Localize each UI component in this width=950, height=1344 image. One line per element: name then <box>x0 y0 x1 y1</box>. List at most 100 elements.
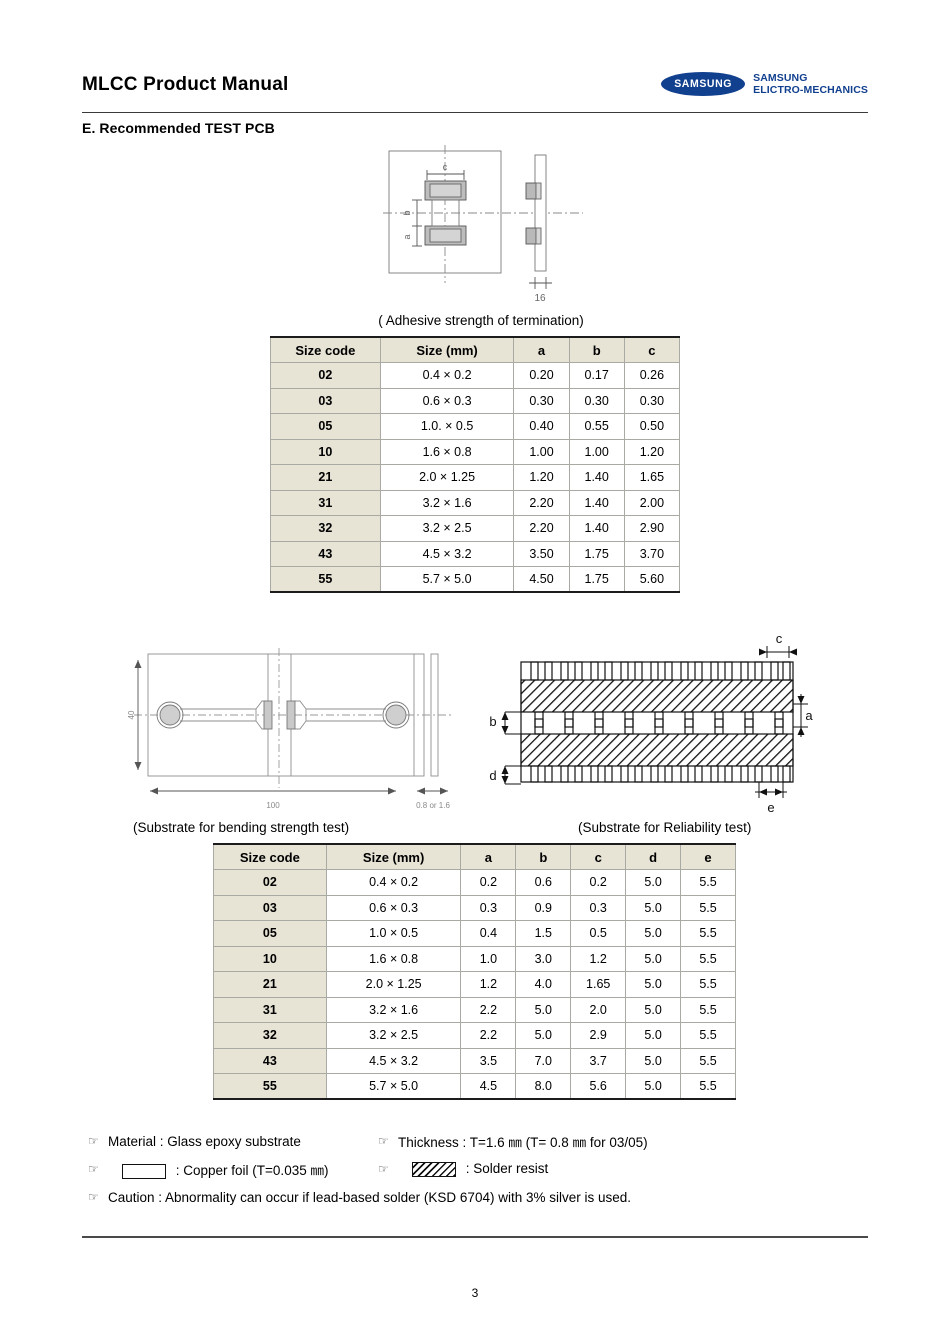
figure-bending-strength-substrate: 40 100 0.8 or 1.6 <box>127 648 458 813</box>
table1-caption-wrap: ( Adhesive strength of termination) <box>0 313 950 328</box>
cell-e: 5.5 <box>680 920 736 947</box>
note-copper-foil: : Copper foil (T=0.035 ㎜) <box>108 1159 378 1179</box>
cell-d: 5.0 <box>625 1022 682 1049</box>
table1-col-size-code: Size code <box>270 336 381 363</box>
cell-size-code: 32 <box>270 515 381 542</box>
cell-a: 3.5 <box>460 1047 517 1074</box>
table2-col-size-code: Size code <box>213 843 327 870</box>
cell-b: 1.75 <box>568 566 625 593</box>
cell-size-mm: 1.6 × 0.8 <box>379 438 515 465</box>
cell-b: 5.0 <box>515 1022 572 1049</box>
table-row: 32 3.2 × 2.5 2.2 5.0 2.9 5.0 5.5 <box>213 1022 736 1049</box>
figure3-caption: (Substrate for Reliability test) <box>578 820 752 835</box>
cell-c: 2.9 <box>570 1022 627 1049</box>
cell-size-code: 31 <box>213 996 327 1023</box>
cell-a: 4.50 <box>513 566 570 593</box>
cell-size-code: 03 <box>270 387 381 414</box>
cell-size-code: 31 <box>270 489 381 516</box>
pointing-hand-icon: ☞ <box>378 1134 389 1148</box>
figure2-caption: (Substrate for bending strength test) <box>133 820 350 835</box>
cell-c: 3.7 <box>570 1047 627 1074</box>
figure3-label-c: c <box>776 632 783 646</box>
cell-e: 5.5 <box>680 945 736 972</box>
cell-b: 1.00 <box>568 438 625 465</box>
cell-a: 2.20 <box>513 489 570 516</box>
cell-size-code: 03 <box>213 894 327 921</box>
footnotes: ☞ Material : Glass epoxy substrate ☞ Thi… <box>88 1127 868 1211</box>
cell-a: 0.2 <box>460 869 517 896</box>
table-row: 43 4.5 × 3.2 3.5 7.0 3.7 5.0 5.5 <box>213 1047 736 1074</box>
table2-col-b: b <box>515 843 572 870</box>
samsung-logo-wordmark: SAMSUNG ELICTRO-MECHANICS <box>753 72 868 96</box>
cell-b: 1.40 <box>568 515 625 542</box>
figure1-label-c: c <box>443 162 448 172</box>
figure3-label-d: d <box>489 768 496 783</box>
cell-size-code: 21 <box>213 971 327 998</box>
cell-a: 1.0 <box>460 945 517 972</box>
cell-e: 5.5 <box>680 894 736 921</box>
cell-a: 4.5 <box>460 1073 517 1100</box>
cell-size-mm: 4.5 × 3.2 <box>325 1047 462 1074</box>
cell-c: 1.65 <box>623 464 681 491</box>
figure3-label-a: a <box>805 708 813 723</box>
cell-c: 0.3 <box>570 894 627 921</box>
table1-col-b: b <box>568 336 625 363</box>
cell-size-code: 32 <box>213 1022 327 1049</box>
figure3-svg: b d c a e <box>489 631 813 815</box>
cell-a: 1.20 <box>513 464 570 491</box>
substrate-dimensions-table: Size code Size (mm) a b c d e 02 0.4 × 0… <box>213 843 736 1100</box>
cell-b: 0.30 <box>568 387 625 414</box>
cell-a: 0.30 <box>513 387 570 414</box>
cell-a: 0.3 <box>460 894 517 921</box>
logo-wordmark-line1: SAMSUNG <box>753 72 808 84</box>
samsung-logo: SAMSUNG SAMSUNG ELICTRO-MECHANICS <box>661 72 868 96</box>
table-row: 31 3.2 × 1.6 2.2 5.0 2.0 5.0 5.5 <box>213 996 736 1023</box>
cell-e: 5.5 <box>680 996 736 1023</box>
table-row: 55 5.7 × 5.0 4.5 8.0 5.6 5.0 5.5 <box>213 1073 736 1100</box>
table-row: 31 3.2 × 1.6 2.20 1.40 2.00 <box>270 489 681 516</box>
cell-b: 0.9 <box>515 894 572 921</box>
cell-e: 5.5 <box>680 1073 736 1100</box>
note-resist-text: : Solder resist <box>465 1161 549 1177</box>
cell-b: 3.0 <box>515 945 572 972</box>
cell-b: 7.0 <box>515 1047 572 1074</box>
cell-b: 0.17 <box>568 362 625 389</box>
cell-c: 5.6 <box>570 1073 627 1100</box>
solder-resist-swatch-icon <box>412 1161 456 1177</box>
cell-size-mm: 3.2 × 2.5 <box>379 515 515 542</box>
table2-col-size-mm: Size (mm) <box>325 843 462 870</box>
cell-size-mm: 4.5 × 3.2 <box>379 540 515 567</box>
cell-c: 1.2 <box>570 945 627 972</box>
pointing-hand-icon: ☞ <box>88 1134 99 1148</box>
table2-col-a: a <box>460 843 517 870</box>
table-row: 03 0.6 × 0.3 0.30 0.30 0.30 <box>270 387 681 414</box>
cell-a: 3.50 <box>513 540 570 567</box>
cell-size-mm: 0.4 × 0.2 <box>325 869 462 896</box>
cell-c: 0.5 <box>570 920 627 947</box>
cell-c: 1.65 <box>570 971 627 998</box>
cell-size-mm: 0.4 × 0.2 <box>379 362 515 389</box>
table-row: 10 1.6 × 0.8 1.00 1.00 1.20 <box>270 438 681 465</box>
cell-a: 0.4 <box>460 920 517 947</box>
cell-size-mm: 0.6 × 0.3 <box>379 387 515 414</box>
page-header: MLCC Product Manual SAMSUNG SAMSUNG ELIC… <box>82 72 868 116</box>
page-title: MLCC Product Manual <box>82 74 289 95</box>
adhesive-strength-table: Size code Size (mm) a b c 02 0.4 × 0.2 0… <box>270 336 681 593</box>
cell-c: 1.20 <box>623 438 681 465</box>
cell-a: 0.20 <box>513 362 570 389</box>
figure2-label-thickness: 0.8 or 1.6 <box>416 801 450 810</box>
note-solder-resist: : Solder resist <box>398 1161 548 1177</box>
cell-a: 0.40 <box>513 413 570 440</box>
cell-size-code: 05 <box>270 413 381 440</box>
table1-col-a: a <box>513 336 570 363</box>
table-row: 21 2.0 × 1.25 1.2 4.0 1.65 5.0 5.5 <box>213 971 736 998</box>
page-number: 3 <box>471 1286 479 1300</box>
table-row: 02 0.4 × 0.2 0.2 0.6 0.2 5.0 5.5 <box>213 869 736 896</box>
cell-d: 5.0 <box>625 945 682 972</box>
cell-b: 5.0 <box>515 996 572 1023</box>
samsung-logo-badge-text: SAMSUNG <box>674 77 733 91</box>
cell-size-mm: 2.0 × 1.25 <box>325 971 462 998</box>
cell-a: 2.20 <box>513 515 570 542</box>
table-row: 02 0.4 × 0.2 0.20 0.17 0.26 <box>270 362 681 389</box>
